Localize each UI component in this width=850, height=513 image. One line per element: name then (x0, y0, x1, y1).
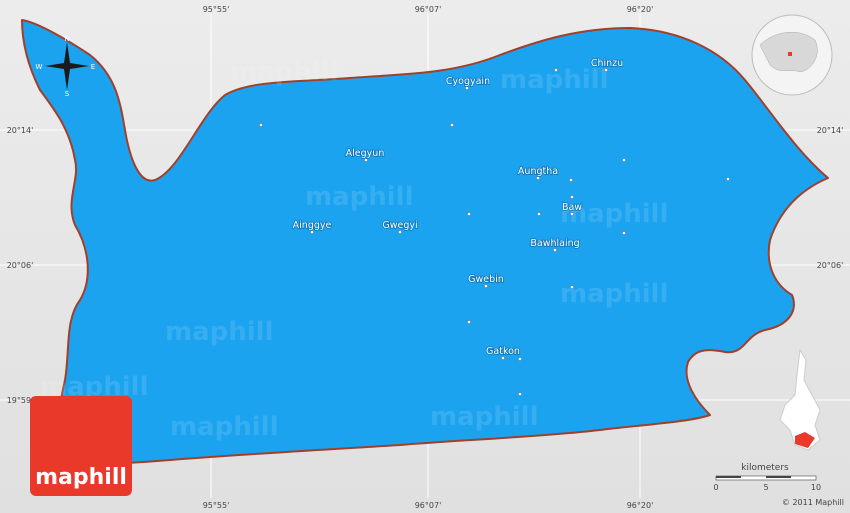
copyright: © 2011 Maphill (782, 498, 844, 507)
longitude-label: 96°20' (627, 5, 654, 14)
place-label: Bawhlaing (530, 238, 579, 249)
scale-tick: 10 (811, 483, 821, 492)
latitude-label: 19°59' (7, 396, 34, 405)
watermark: maphill (560, 279, 669, 309)
place-label: Aungtha (518, 166, 558, 177)
scale-tick: 0 (713, 483, 718, 492)
place-label: Gwegyi (382, 220, 417, 231)
coordinate-labels: 95°55' 96°07' 96°20' 95°55' 96°07' 96°20… (7, 5, 844, 510)
watermark: maphill (230, 57, 339, 87)
compass-s: S (65, 90, 70, 98)
longitude-label: 95°55' (203, 5, 230, 14)
place-label: Cyogyain (446, 76, 490, 87)
watermark: maphill (430, 402, 539, 432)
scale-bar: kilometers 0 5 10 © 2011 Maphill (713, 463, 844, 507)
place-label: Baw (562, 202, 582, 213)
globe (751, 14, 833, 96)
watermark: maphill (170, 412, 279, 442)
logo-text[interactable]: maphill (35, 465, 127, 490)
logo-box[interactable] (30, 396, 132, 496)
latitude-label: 20°14' (7, 126, 34, 135)
longitude-label: 95°55' (203, 501, 230, 510)
inset-map (779, 348, 821, 451)
region (21, 19, 829, 466)
compass-n: N (64, 35, 69, 43)
longitude-label: 96°07' (415, 5, 442, 14)
scale-title: kilometers (741, 463, 789, 473)
compass-e: E (91, 63, 95, 71)
place-label: Chinzu (591, 58, 623, 69)
watermark: maphill (560, 199, 669, 229)
place-label: Alegyun (346, 148, 385, 159)
longitude-label: 96°20' (627, 501, 654, 510)
logo[interactable]: maphill (30, 396, 132, 496)
place-label: Gatkon (486, 346, 520, 357)
settlement-dots (259, 68, 730, 396)
latitude-label: 20°06' (817, 261, 844, 270)
place-label: Gwebin (468, 274, 504, 285)
longitude-label: 96°07' (415, 501, 442, 510)
watermark: maphill (165, 317, 274, 347)
watermark: maphill (305, 182, 414, 212)
compass: N S W E (36, 35, 96, 98)
compass-w: W (36, 63, 43, 71)
latitude-label: 20°06' (7, 261, 34, 270)
scale-tick: 5 (763, 483, 768, 492)
place-label: Ainggye (293, 220, 332, 231)
place-labels: Chinzu Cyogyain Alegyun Aungtha Baw Bawh… (292, 57, 624, 358)
latitude-label: 20°14' (817, 126, 844, 135)
